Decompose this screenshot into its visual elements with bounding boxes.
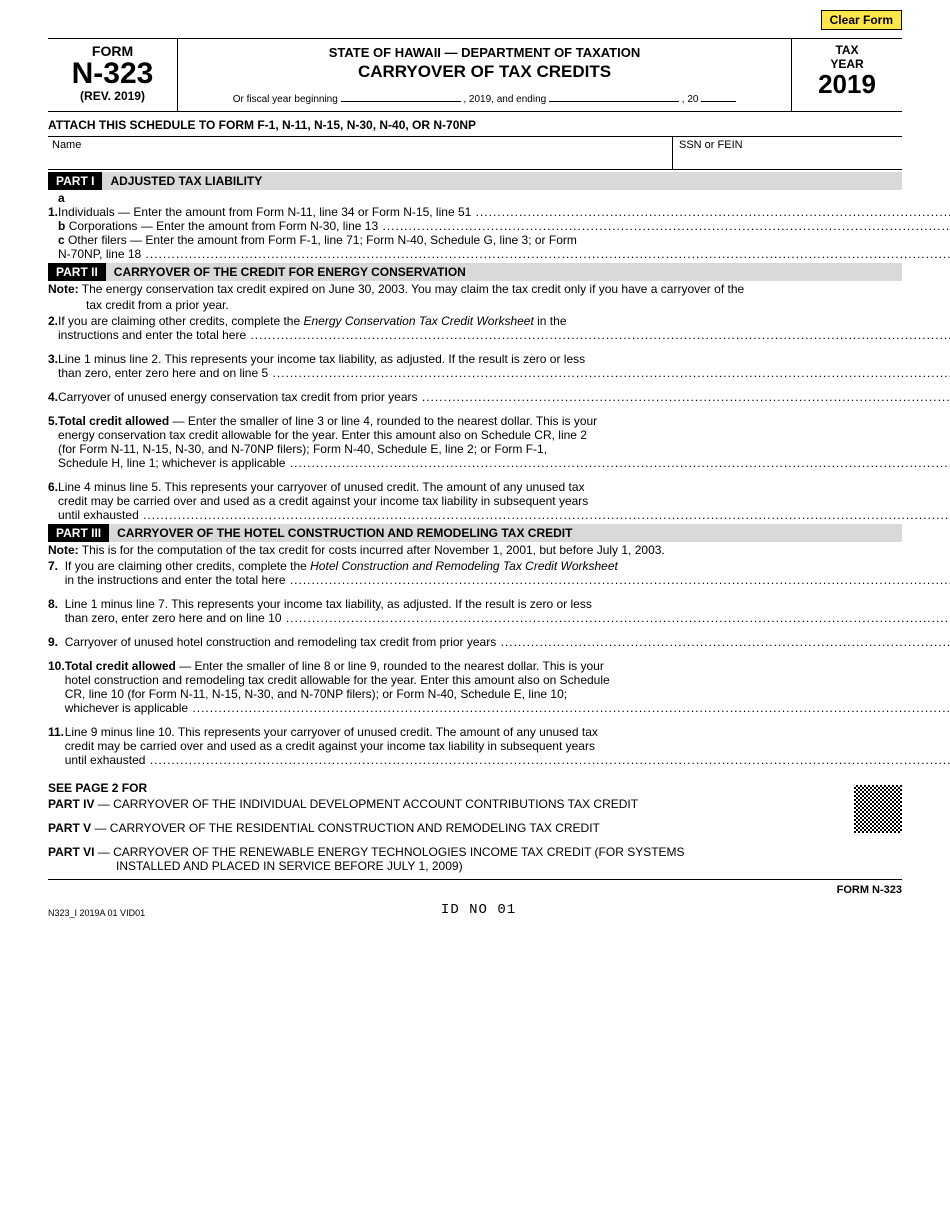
part-1-header: PART I ADJUSTED TAX LIABILITY	[48, 172, 902, 190]
note-2-lead: Note:	[48, 282, 79, 296]
line-1a-text: Individuals — Enter the amount from Form…	[58, 205, 950, 219]
name-field[interactable]: Name	[48, 137, 672, 169]
ssn-field[interactable]: SSN or FEIN	[672, 137, 902, 169]
line-9-number: 9.	[48, 635, 65, 649]
line-4-text: Carryover of unused energy conservation …	[58, 390, 950, 404]
form-number: N-323	[56, 59, 169, 89]
line-5-text-4: Schedule H, line 1; whichever is applica…	[58, 456, 950, 470]
note-3-text: This is for the computation of the tax c…	[79, 543, 665, 557]
part-4-lead: PART IV	[48, 797, 94, 811]
line-9-text: Carryover of unused hotel construction a…	[65, 635, 950, 649]
line-8-number: 8.	[48, 597, 65, 611]
line-11-text-1: Line 9 minus line 10. This represents yo…	[65, 725, 598, 739]
line-5-text-2: energy conservation tax credit allowable…	[58, 428, 587, 442]
footer-form-id: FORM N-323	[837, 884, 902, 896]
line-5-text-3: (for Form N-11, N-15, N-30, and N-70NP f…	[58, 442, 547, 456]
line-1c-lead: c	[58, 233, 65, 247]
see-page-section: SEE PAGE 2 FOR PART IV — CARRYOVER OF TH…	[48, 781, 902, 873]
note-2-text-2: tax credit from a prior year.	[86, 298, 229, 312]
line-10-lead: Total credit allowed	[65, 659, 176, 673]
line-7-number: 7.	[48, 559, 65, 573]
line-8-text-2: than zero, enter zero here and on line 1…	[65, 611, 950, 625]
qr-code-icon	[854, 785, 902, 833]
line-7-italic: Hotel Construction and Remodeling Tax Cr…	[310, 559, 618, 573]
part-5-lead: PART V	[48, 821, 91, 835]
line-2-text-3: instructions and enter the total here	[58, 328, 950, 342]
line-11-text-2: credit may be carried over and used as a…	[65, 739, 595, 753]
line-10-number: 10.	[48, 659, 65, 673]
see-page-head: SEE PAGE 2 FOR	[48, 781, 902, 795]
line-1a-lead: a	[58, 191, 65, 205]
part-5-text: — CARRYOVER OF THE RESIDENTIAL CONSTRUCT…	[91, 821, 600, 835]
line-6-text-2: credit may be carried over and used as a…	[58, 494, 588, 508]
part-1-title: ADJUSTED TAX LIABILITY	[102, 172, 902, 190]
line-6-text-3: until exhausted	[58, 508, 950, 522]
part-6-lead: PART VI	[48, 845, 94, 859]
part-3-tag: PART III	[48, 524, 109, 542]
department-line: STATE OF HAWAII — DEPARTMENT OF TAXATION	[186, 45, 783, 60]
footer-left-code: N323_I 2019A 01 VID01	[48, 908, 145, 918]
line-2-text-1: If you are claiming other credits, compl…	[58, 314, 303, 328]
fiscal-end-input[interactable]	[549, 92, 679, 102]
tax-label: TAX	[800, 43, 894, 57]
fiscal-year-line: Or fiscal year beginning , 2019, and end…	[186, 92, 783, 105]
line-6-number: 6.	[48, 480, 58, 494]
line-1c-text-2: N-70NP, line 18	[58, 247, 950, 261]
line-5-text-1: — Enter the smaller of line 3 or line 4,…	[169, 414, 597, 428]
tax-year: 2019	[800, 71, 894, 97]
fiscal-mid: , 2019, and ending	[463, 94, 546, 105]
attach-instruction: ATTACH THIS SCHEDULE TO FORM F-1, N-11, …	[48, 111, 902, 136]
clear-form-button[interactable]: Clear Form	[821, 10, 902, 30]
part-4-text: — CARRYOVER OF THE INDIVIDUAL DEVELOPMEN…	[94, 797, 638, 811]
part-2-header: PART II CARRYOVER OF THE CREDIT FOR ENER…	[48, 263, 902, 281]
form-header: FORM N-323 (REV. 2019) STATE OF HAWAII —…	[48, 38, 902, 111]
part-3-title: CARRYOVER OF THE HOTEL CONSTRUCTION AND …	[109, 524, 902, 542]
line-10-text-3: CR, line 10 (for Form N-11, N-15, N-30, …	[65, 687, 567, 701]
line-11-number: 11.	[48, 725, 65, 739]
line-3-text-1: Line 1 minus line 2. This represents you…	[58, 352, 585, 366]
fiscal-prefix: Or fiscal year beginning	[233, 94, 338, 105]
line-2-italic: Energy Conservation Tax Credit Worksheet	[303, 314, 533, 328]
form-revision: (REV. 2019)	[56, 89, 169, 103]
line-7-text-1: If you are claiming other credits, compl…	[65, 559, 310, 573]
form-title: CARRYOVER OF TAX CREDITS	[186, 62, 783, 82]
line-8-text-1: Line 1 minus line 7. This represents you…	[65, 597, 592, 611]
line-6-text-1: Line 4 minus line 5. This represents you…	[58, 480, 585, 494]
line-1b-text: Corporations — Enter the amount from For…	[65, 219, 950, 233]
line-3-number: 3.	[48, 352, 58, 366]
line-5-number: 5.	[48, 414, 58, 428]
fiscal-year-input[interactable]	[701, 92, 736, 102]
line-1-number: 1.	[48, 191, 58, 219]
footer-id-no: ID NO 01	[441, 902, 516, 918]
line-3-text-2: than zero, enter zero here and on line 5	[58, 366, 950, 380]
line-10-text-4: whichever is applicable	[65, 701, 950, 715]
line-11-text-3: until exhausted	[65, 753, 950, 767]
line-5-lead: Total credit allowed	[58, 414, 169, 428]
part-1-tag: PART I	[48, 172, 102, 190]
part-2-tag: PART II	[48, 263, 106, 281]
fiscal-begin-input[interactable]	[341, 92, 461, 102]
line-7-text-2: in the instructions and enter the total …	[65, 573, 950, 587]
line-1c-text-1: Other filers — Enter the amount from For…	[65, 233, 577, 247]
note-3-lead: Note:	[48, 543, 79, 557]
note-2-text-1: The energy conservation tax credit expir…	[79, 282, 745, 296]
line-2-text-2: in the	[534, 314, 567, 328]
line-4-number: 4.	[48, 390, 58, 404]
part-2-title: CARRYOVER OF THE CREDIT FOR ENERGY CONSE…	[106, 263, 902, 281]
part-3-header: PART III CARRYOVER OF THE HOTEL CONSTRUC…	[48, 524, 902, 542]
line-10-text-2: hotel construction and remodeling tax cr…	[65, 673, 610, 687]
fiscal-suffix: , 20	[682, 94, 699, 105]
part-6-text-1: — CARRYOVER OF THE RENEWABLE ENERGY TECH…	[94, 845, 684, 859]
part-6-text-2: INSTALLED AND PLACED IN SERVICE BEFORE J…	[48, 859, 902, 873]
line-10-text-1: — Enter the smaller of line 8 or line 9,…	[176, 659, 604, 673]
line-2-number: 2.	[48, 314, 58, 328]
